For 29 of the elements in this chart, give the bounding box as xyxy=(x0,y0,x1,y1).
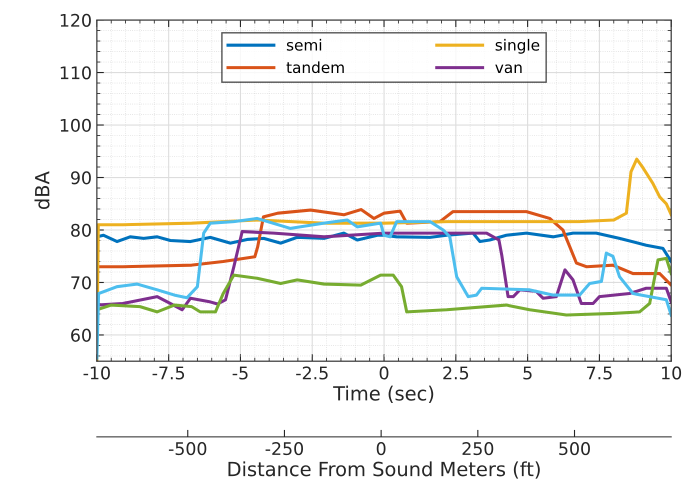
x-tick-label: 10 xyxy=(662,366,682,380)
x2-tick-label: 500 xyxy=(559,442,590,456)
x2-tick-label: 250 xyxy=(462,442,494,456)
y-tick-label: 60 xyxy=(71,328,91,342)
y-axis-title: dBA xyxy=(34,171,50,210)
x2-tick-label: -500 xyxy=(168,442,206,456)
legend-label: semi xyxy=(286,38,322,51)
x2-tick-label: -250 xyxy=(266,442,303,456)
x-tick-label: 5 xyxy=(523,366,532,380)
y-tick-label: 90 xyxy=(71,171,91,184)
x2-tick-label: 0 xyxy=(376,442,386,456)
legend-label: tandem xyxy=(286,61,344,74)
x-tick-label: -5 xyxy=(232,366,248,380)
line-series xyxy=(96,256,672,317)
y-tick-label: 120 xyxy=(60,14,91,27)
y-tick-label: 100 xyxy=(60,118,91,132)
y-tick-label: 80 xyxy=(71,224,91,237)
x-tick-label: -2.5 xyxy=(296,366,328,380)
legend-label: van xyxy=(495,64,522,74)
x-axis-title: Time (sec) xyxy=(333,386,434,403)
x-tick-label: -7.5 xyxy=(152,366,184,380)
x-tick-label: 2.5 xyxy=(443,366,468,380)
x-tick-label: 7.5 xyxy=(587,366,612,380)
x2-axis-title: Distance From Sound Meters (ft) xyxy=(228,461,540,479)
x-tick-label: 0 xyxy=(380,366,388,380)
y-tick-label: 110 xyxy=(60,66,91,80)
y-tick-label: 70 xyxy=(71,276,91,290)
x-tick-label: -10 xyxy=(84,366,110,380)
legend-label: single xyxy=(496,38,540,54)
